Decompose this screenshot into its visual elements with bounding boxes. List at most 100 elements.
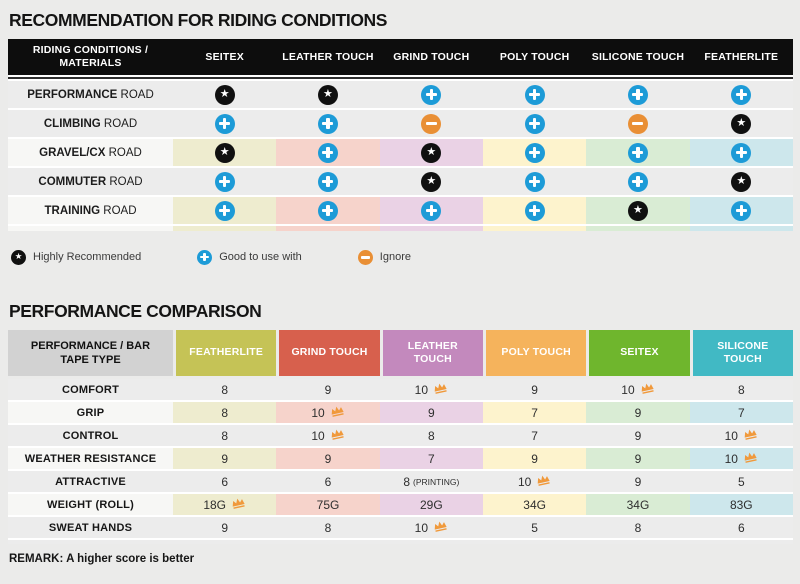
- score-cell: 10: [379, 517, 483, 539]
- rating-cell: [689, 139, 793, 167]
- header-divider-gap: [8, 79, 793, 82]
- score-cell: 8: [173, 402, 277, 424]
- score-cell: 18G: [173, 494, 277, 516]
- score-value: 10: [311, 405, 325, 420]
- score-cell: 10: [482, 471, 587, 493]
- score-cell: 8: [173, 425, 277, 447]
- row-label-bold: COMMUTER: [38, 175, 107, 188]
- plus-icon: [197, 249, 213, 265]
- star-icon: ★: [731, 171, 752, 192]
- rating-cell: [276, 139, 380, 167]
- minus-icon: [627, 113, 648, 134]
- rating-cell: [173, 197, 277, 225]
- score-value: 6: [324, 474, 332, 489]
- column-header: FEATHERLITE: [704, 50, 779, 63]
- table-row: ATTRACTIVE 6 6 8 (PRINTING) 10 9 5: [8, 471, 793, 493]
- row-label-bold: GRAVEL/CX: [39, 146, 106, 159]
- score-value: 8: [221, 405, 228, 420]
- section1-title: RECOMMENDATION FOR RIDING CONDITIONS: [9, 10, 388, 30]
- minus-icon: [421, 113, 442, 134]
- score-value: 8: [403, 474, 411, 489]
- table-row: GRAVEL/CX ROAD ★ ★: [8, 139, 793, 167]
- score-value: 5: [531, 520, 538, 535]
- star-icon: ★: [421, 171, 442, 192]
- score-cell: 7: [379, 448, 483, 470]
- score-value: 9: [427, 405, 435, 420]
- rating-cell: [482, 197, 587, 225]
- column-header: SILICONE TOUCH: [591, 50, 685, 63]
- rating-cell: ★: [276, 81, 380, 109]
- minus-icon: [357, 249, 373, 265]
- plus-icon: [214, 171, 235, 192]
- score-value: 83G: [729, 497, 753, 512]
- row-label: CLIMBING ROAD: [8, 110, 173, 138]
- score-cell: 9: [586, 471, 690, 493]
- score-cell: 5: [689, 471, 793, 493]
- plus-icon: [524, 142, 545, 163]
- page: RECOMMENDATION FOR RIDING CONDITIONS RID…: [8, 10, 793, 565]
- column-header: GRIND TOUCH: [279, 330, 380, 377]
- score-value: 10: [621, 382, 635, 397]
- strip-cell: [482, 226, 587, 232]
- plus-icon: [627, 142, 648, 163]
- star-icon: ★: [11, 249, 26, 265]
- score-value: 9: [634, 474, 642, 489]
- riding-table-header: RIDING CONDITIONS / MATERIALS SEITEX LEATH…: [8, 39, 793, 76]
- score-cell: 10: [379, 379, 483, 401]
- legend-label: Ignore: [379, 251, 411, 264]
- score-cell: 8: [173, 379, 277, 401]
- strip-cell: [173, 226, 277, 232]
- score-value: 18G: [203, 497, 226, 512]
- crown-icon: [744, 429, 757, 441]
- score-cell: 6: [173, 471, 277, 493]
- crown-icon: [434, 383, 447, 395]
- score-cell: 5: [482, 517, 587, 539]
- header-divider-line: [8, 77, 793, 80]
- score-cell: 7: [689, 402, 793, 424]
- legend: ★ Highly Recommended Good to use with Ignor…: [11, 249, 792, 265]
- rating-cell: [586, 168, 690, 196]
- score-value: 7: [737, 405, 745, 420]
- score-cell: 10: [586, 379, 690, 401]
- plus-icon: [317, 142, 338, 163]
- score-value: 10: [414, 520, 428, 535]
- column-header: POLY TOUCH: [499, 50, 570, 63]
- score-value: 8: [221, 428, 228, 443]
- score-value: 9: [221, 451, 228, 466]
- row-label: GRAVEL/CX ROAD: [8, 139, 173, 167]
- row-label: SWEAT HANDS: [8, 517, 173, 539]
- rating-cell: [586, 139, 690, 167]
- score-value: 8: [221, 382, 228, 397]
- star-icon: ★: [627, 200, 648, 221]
- row-label-rest: ROAD: [100, 117, 138, 130]
- table-row: PERFORMANCE ROAD ★ ★: [8, 81, 793, 109]
- score-value: 9: [221, 520, 228, 535]
- performance-table-header: PERFORMANCE / BAR TAPE TYPE FEATHERLITE GR…: [8, 330, 793, 377]
- row-label-rest: ROAD: [100, 204, 137, 217]
- plus-icon: [317, 200, 338, 221]
- plus-icon: [627, 171, 648, 192]
- strip-cell: [586, 226, 690, 232]
- score-cell: 9: [586, 425, 690, 447]
- legend-item: Good to use with: [197, 249, 302, 265]
- plus-icon: [524, 84, 545, 105]
- plus-icon: [524, 200, 545, 221]
- score-value: 9: [634, 451, 642, 466]
- rating-cell: [173, 168, 277, 196]
- rating-cell: [482, 81, 587, 109]
- plus-icon: [731, 142, 752, 163]
- row-label-bold: CLIMBING: [43, 117, 101, 130]
- star-icon: ★: [214, 84, 235, 105]
- score-value: 9: [531, 382, 538, 397]
- score-value: 10: [414, 382, 428, 397]
- table-row: SWEAT HANDS 9 8 10 5 8 6: [8, 517, 793, 539]
- score-cell: 8: [689, 379, 793, 401]
- performance-comparison-table: PERFORMANCE / BAR TAPE TYPE FEATHERLITE GR…: [8, 330, 793, 545]
- column-header: SEITEX: [205, 50, 244, 63]
- score-value: 8: [634, 520, 642, 535]
- score-cell: 9: [586, 402, 690, 424]
- rating-cell: ★: [689, 168, 793, 196]
- score-cell: 9: [276, 379, 380, 401]
- score-value: 7: [531, 428, 538, 443]
- plus-icon: [731, 200, 752, 221]
